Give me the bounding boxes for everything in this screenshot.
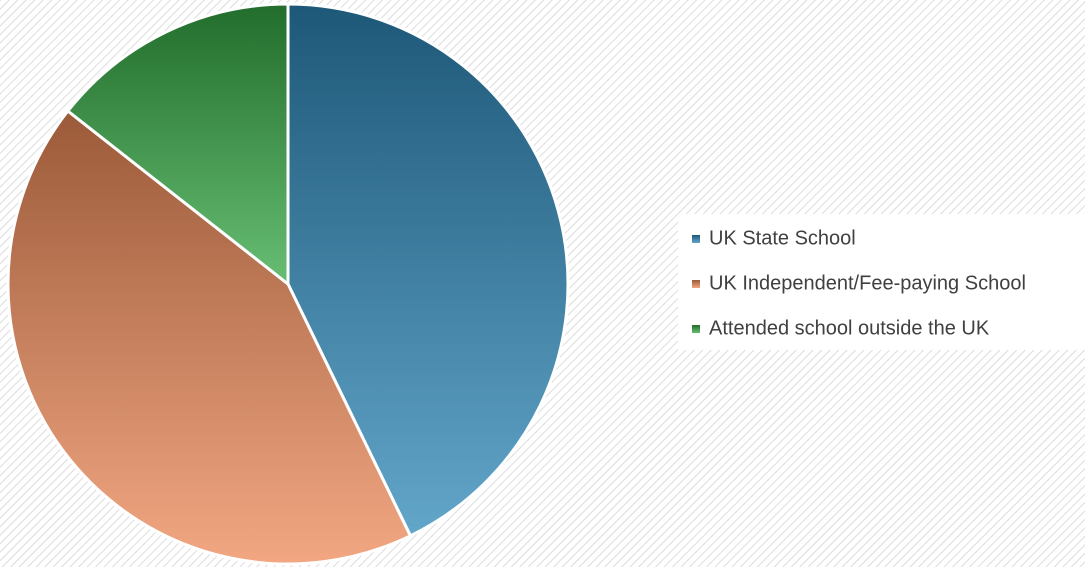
legend-label: Attended school outside the UK bbox=[709, 317, 990, 339]
pie-slice bbox=[66, 2, 290, 286]
legend-box bbox=[678, 214, 1085, 350]
pie-slice bbox=[6, 109, 412, 566]
legend-swatch bbox=[692, 325, 700, 333]
legend-swatch bbox=[692, 280, 700, 288]
legend-label: UK State School bbox=[709, 227, 856, 249]
pie-slice bbox=[286, 2, 570, 538]
legend-swatch bbox=[692, 235, 700, 243]
legend-label: UK Independent/Fee-paying School bbox=[709, 272, 1026, 294]
